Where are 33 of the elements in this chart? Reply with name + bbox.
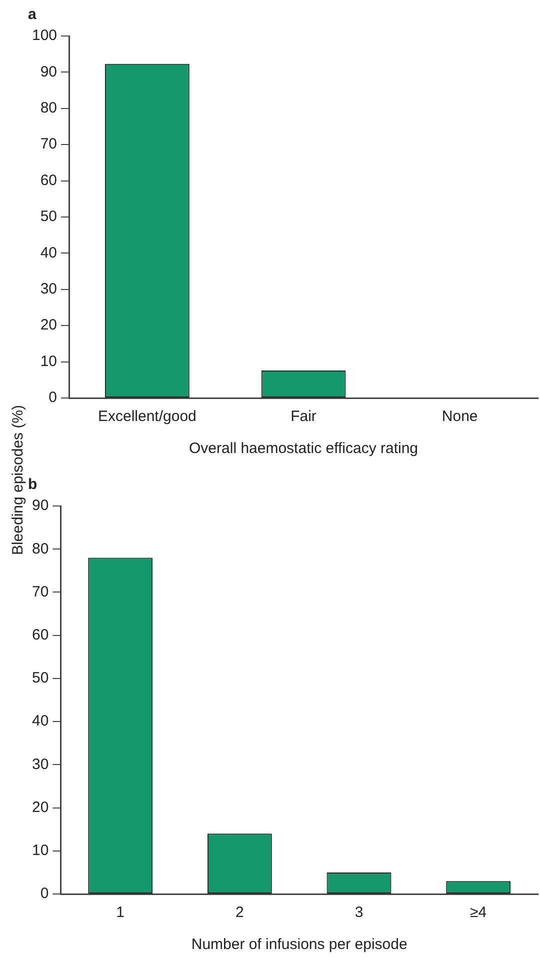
x-axis-title: Number of infusions per episode <box>191 936 408 954</box>
y-tick-label: 0 <box>40 885 49 902</box>
y-tick-label: 10 <box>32 842 49 860</box>
y-tick-label: 20 <box>40 316 58 334</box>
y-tick-label: 30 <box>40 280 58 298</box>
y-tick-label: 40 <box>32 712 49 730</box>
x-tick-label: Excellent/good <box>98 408 196 426</box>
y-tick-label: 80 <box>32 540 49 558</box>
x-tick-label: Fair <box>290 408 316 426</box>
chart-title: b <box>28 476 38 494</box>
x-tick-label: 1 <box>116 904 125 922</box>
x-axis-title: Overall haemostatic efficacy rating <box>189 440 418 458</box>
y-tick-label: 50 <box>40 208 58 226</box>
y-tick-label: 10 <box>40 352 58 370</box>
x-tick-label: 3 <box>354 904 364 922</box>
y-axis-title: Bleeding episodes (%) <box>10 404 26 556</box>
y-tick-label: 100 <box>32 27 58 44</box>
y-tick-label: 70 <box>40 136 58 153</box>
y-tick-label: 90 <box>40 63 58 80</box>
y-tick-label: 30 <box>32 756 49 773</box>
chart-title: a <box>28 6 37 24</box>
y-tick-label: 90 <box>32 497 49 514</box>
x-tick-label: 2 <box>236 904 244 922</box>
y-tick-label: 0 <box>48 389 58 406</box>
y-tick-label: 80 <box>40 100 58 117</box>
x-tick-label: None <box>442 408 478 426</box>
y-tick-label: 40 <box>40 244 58 262</box>
y-tick-label: 60 <box>32 626 49 644</box>
y-tick-label: 70 <box>32 583 49 600</box>
y-tick-label: 60 <box>40 172 58 189</box>
y-tick-label: 50 <box>32 670 49 687</box>
x-tick-label: ≥4 <box>470 904 487 922</box>
y-tick-label: 20 <box>32 798 49 816</box>
